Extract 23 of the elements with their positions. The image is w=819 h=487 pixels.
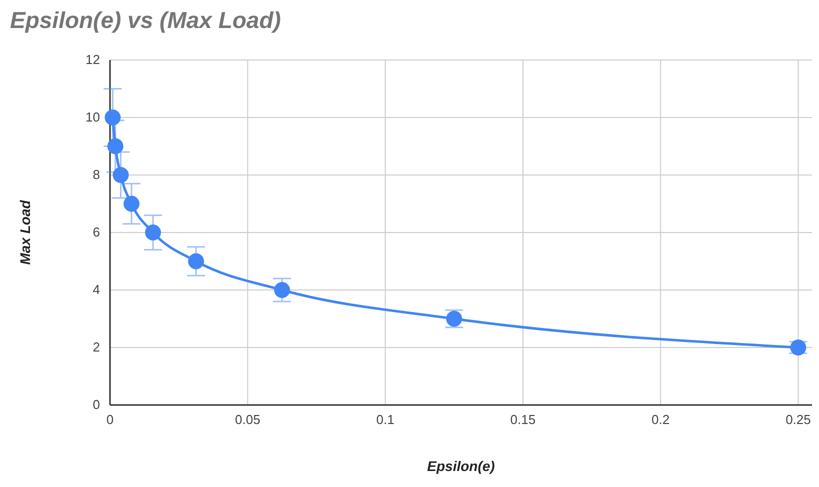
point bbox=[274, 282, 290, 298]
x-tick-label: 0 bbox=[106, 412, 114, 428]
chart-title: Epsilon(e) vs (Max Load) bbox=[10, 7, 281, 33]
y-axis-title: Max Load bbox=[17, 200, 33, 265]
y-tick-label: 6 bbox=[92, 224, 100, 240]
y-tick-label: 12 bbox=[86, 52, 100, 68]
point bbox=[112, 167, 129, 183]
point bbox=[145, 224, 161, 240]
point bbox=[107, 138, 124, 154]
point bbox=[188, 253, 204, 270]
x-axis-title: Epsilon(e) bbox=[427, 458, 496, 474]
x-tick-label: 0.2 bbox=[652, 412, 670, 428]
y-tick-label: 2 bbox=[92, 340, 100, 355]
y-tick-label: 0 bbox=[92, 397, 100, 412]
x-tick-label: 0.25 bbox=[786, 412, 811, 428]
x-tick-label: 0.05 bbox=[234, 412, 260, 428]
y-tick-label: 4 bbox=[92, 282, 100, 298]
x-tick-label: 0.1 bbox=[376, 412, 394, 428]
y-tick-label: 10 bbox=[86, 110, 100, 125]
point bbox=[104, 110, 121, 126]
x-tick-label: 0.15 bbox=[510, 412, 536, 428]
y-tick-label: 8 bbox=[92, 167, 100, 182]
point bbox=[124, 196, 140, 212]
